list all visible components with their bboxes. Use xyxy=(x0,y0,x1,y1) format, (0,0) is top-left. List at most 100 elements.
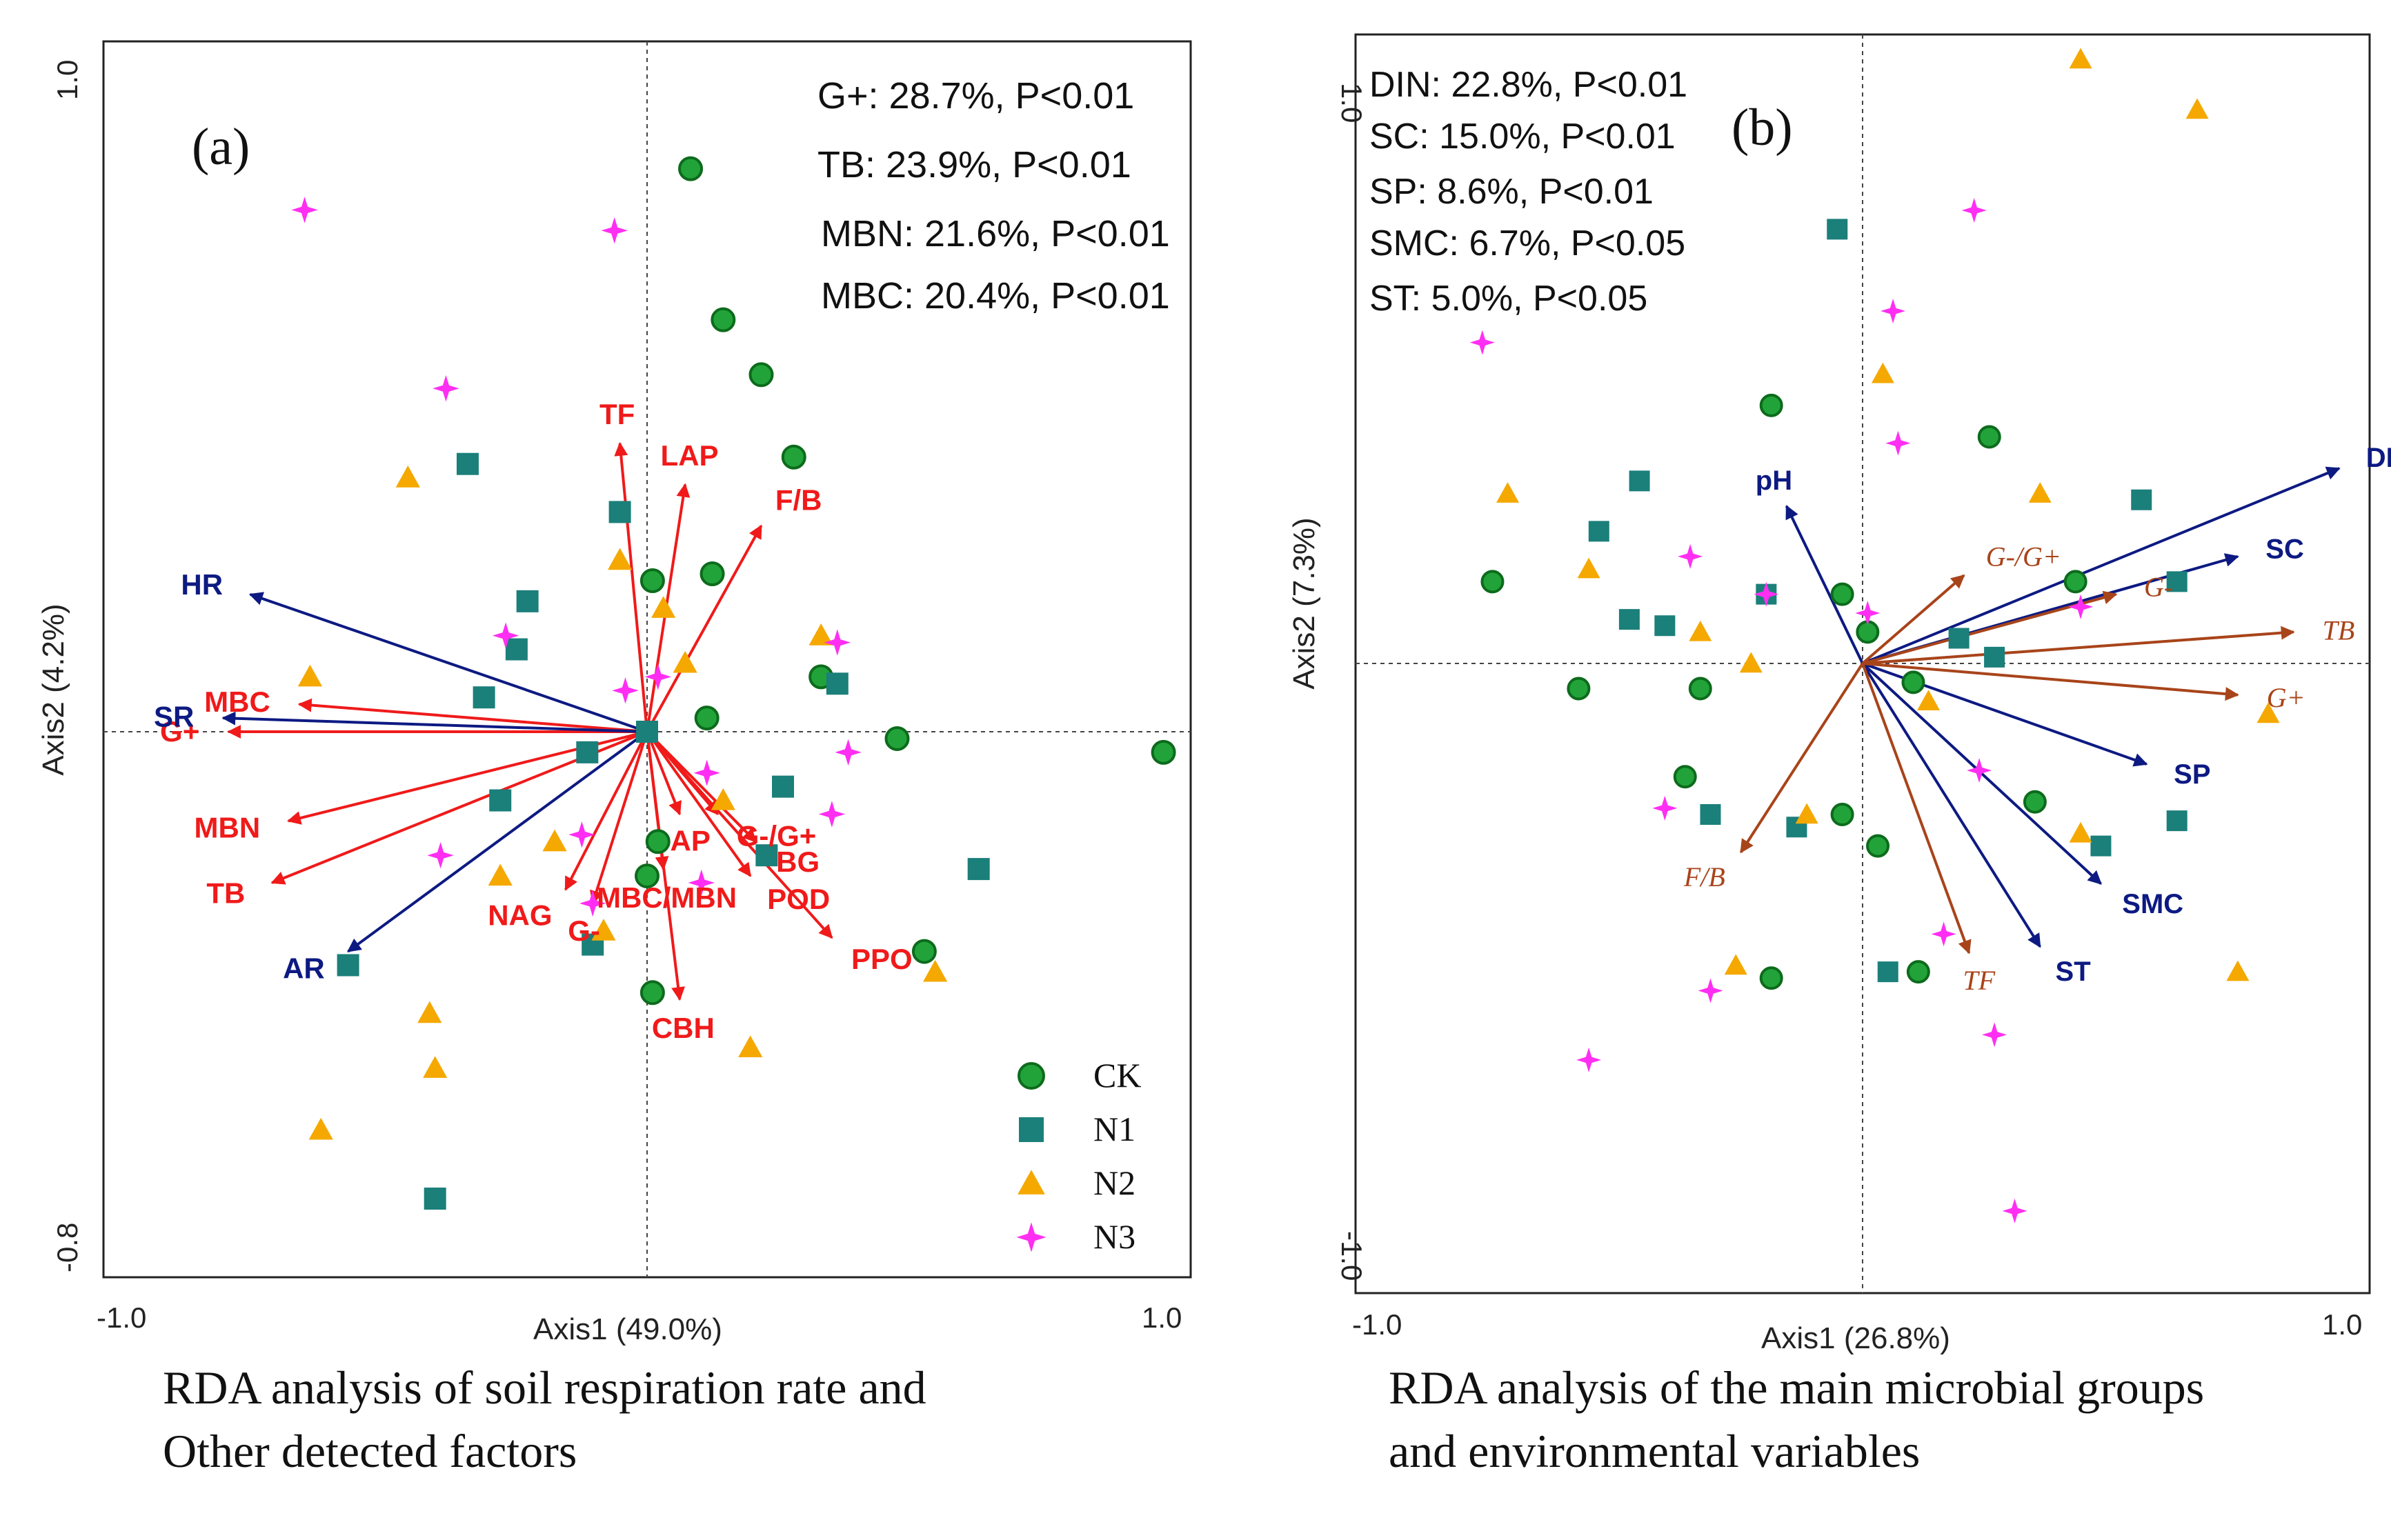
point-n2-11 xyxy=(1795,803,1818,824)
point-n2-8 xyxy=(1739,652,1763,673)
point-n2-9 xyxy=(1917,690,1941,710)
vector-label-g: G+ xyxy=(2267,682,2305,713)
point-n2-6 xyxy=(2028,482,2052,503)
point-n3-9 xyxy=(1967,758,1992,783)
vector-label-g: G+ xyxy=(160,715,199,748)
point-n3-7 xyxy=(1855,601,1881,626)
point-n1-1 xyxy=(1827,219,1848,240)
vector-f-b xyxy=(646,524,763,732)
vector-mbc xyxy=(297,698,648,733)
point-ck-12 xyxy=(1866,834,1890,858)
vector-hr xyxy=(248,592,648,733)
vector-label-f-b: F/B xyxy=(1683,861,1725,892)
legend-marker-n2 xyxy=(1018,1170,1045,1194)
point-n2-15 xyxy=(308,1117,333,1140)
vector-din xyxy=(1862,466,2341,665)
point-n2-8 xyxy=(542,829,567,852)
vector-label-hr: HR xyxy=(181,568,223,601)
point-n1-13 xyxy=(967,858,990,881)
point-n3-4 xyxy=(492,622,519,649)
point-n2-10 xyxy=(2256,702,2280,723)
points-b xyxy=(1469,48,2280,1223)
vector-tb xyxy=(1862,626,2295,665)
vector-label-tb: TB xyxy=(2323,614,2355,646)
vector-label-smc: SMC xyxy=(2122,889,2183,919)
vector-label-g: G- xyxy=(568,914,600,947)
point-n1-6 xyxy=(576,741,599,763)
point-n2-10 xyxy=(591,919,616,941)
annotation-b-2: SC: 15.0%, P<0.01 xyxy=(1369,117,1676,157)
annotation-b-3: SP: 8.6%, P<0.01 xyxy=(1369,172,1654,212)
y-axis-label-a: Axis2 (4.2%) xyxy=(37,603,70,775)
point-n2-6 xyxy=(297,664,323,687)
vector-label-sr: SR xyxy=(154,701,194,733)
x-tick-max-a: 1.0 xyxy=(1142,1301,1182,1334)
vector-sr xyxy=(221,711,648,733)
y-tick-min-a: -0.8 xyxy=(51,1223,83,1272)
point-n2-9 xyxy=(488,863,513,886)
point-n3-5 xyxy=(1678,543,1703,569)
point-ck-9 xyxy=(1901,670,1925,694)
legend-label-n1: N1 xyxy=(1093,1110,1135,1148)
point-n3-2 xyxy=(1961,198,1987,223)
vector-label-tb: TB xyxy=(206,877,245,910)
point-ck-1 xyxy=(1480,570,1505,594)
annotation-a-1: G+: 28.7%, P<0.01 xyxy=(817,75,1134,117)
vector-label-ph: pH xyxy=(1756,466,1792,496)
point-n3-9 xyxy=(818,801,846,828)
point-ck-1 xyxy=(678,156,704,181)
point-n2-14 xyxy=(2226,960,2250,981)
point-n3-1 xyxy=(1469,330,1495,355)
legend-label-ck: CK xyxy=(1093,1056,1141,1094)
annotation-b-1: DIN: 22.8%, P<0.01 xyxy=(1369,65,1687,105)
point-n1-1 xyxy=(456,452,479,475)
point-ck-12 xyxy=(635,863,659,889)
x-tick-min-a: -1.0 xyxy=(97,1301,146,1334)
point-n2-1 xyxy=(2069,48,2092,69)
vector-label-sc: SC xyxy=(2265,534,2304,564)
point-n1-15 xyxy=(1877,961,1898,983)
legend-label-n2: N2 xyxy=(1093,1163,1135,1202)
annotation-a-4: MBC: 20.4%, P<0.01 xyxy=(821,275,1170,317)
y-tick-max-a: 1.0 xyxy=(51,60,83,100)
point-n3-4 xyxy=(1885,430,1911,456)
point-n1-5 xyxy=(1654,615,1676,637)
point-n2-11 xyxy=(417,1001,442,1023)
legend-marker-ck xyxy=(1018,1062,1045,1090)
point-n1-8 xyxy=(1984,646,2005,668)
point-n1-8 xyxy=(636,721,658,743)
caption-b: RDA analysis of the main microbial group… xyxy=(1389,1356,2382,1483)
legend-label-n3: N3 xyxy=(1093,1217,1135,1256)
vector-label-g-g: G-/G+ xyxy=(1986,541,2061,572)
annotation-b-5: ST: 5.0%, P<0.05 xyxy=(1369,279,1647,319)
point-n1-4 xyxy=(1618,609,1640,630)
point-n2-4 xyxy=(1496,482,1519,503)
vector-label-nag: NAG xyxy=(488,899,552,931)
annotation-b-4: SMC: 6.7%, P<0.05 xyxy=(1369,223,1685,263)
vector-label-sp: SP xyxy=(2174,759,2210,790)
vector-tf xyxy=(614,441,648,732)
point-n2-13 xyxy=(738,1035,763,1058)
point-n3-11 xyxy=(427,842,454,869)
vector-ap xyxy=(646,731,682,816)
vector-ph xyxy=(1785,505,1864,664)
point-n1-2 xyxy=(1629,470,1650,492)
point-n2-3 xyxy=(1871,362,1894,383)
caption-b-line-2: and environmental variables xyxy=(1389,1425,1921,1477)
vector-label-tf: TF xyxy=(1963,965,1996,996)
point-n1-7 xyxy=(1948,628,1970,649)
point-ck-10 xyxy=(1151,739,1176,765)
point-n3-1 xyxy=(291,197,318,223)
point-ck-5 xyxy=(639,568,665,593)
point-n3-7 xyxy=(644,663,671,690)
point-ck-13 xyxy=(2023,790,2047,814)
y-tick-min-b: -1.0 xyxy=(1336,1231,1368,1281)
vector-g xyxy=(1862,662,2239,701)
point-n1-3 xyxy=(1588,521,1609,542)
vector-tf xyxy=(1861,663,1972,954)
point-n1-9 xyxy=(772,775,794,798)
point-n1-10 xyxy=(755,844,778,867)
point-n1-9 xyxy=(2131,489,2152,510)
point-ck-11 xyxy=(1830,803,1854,826)
